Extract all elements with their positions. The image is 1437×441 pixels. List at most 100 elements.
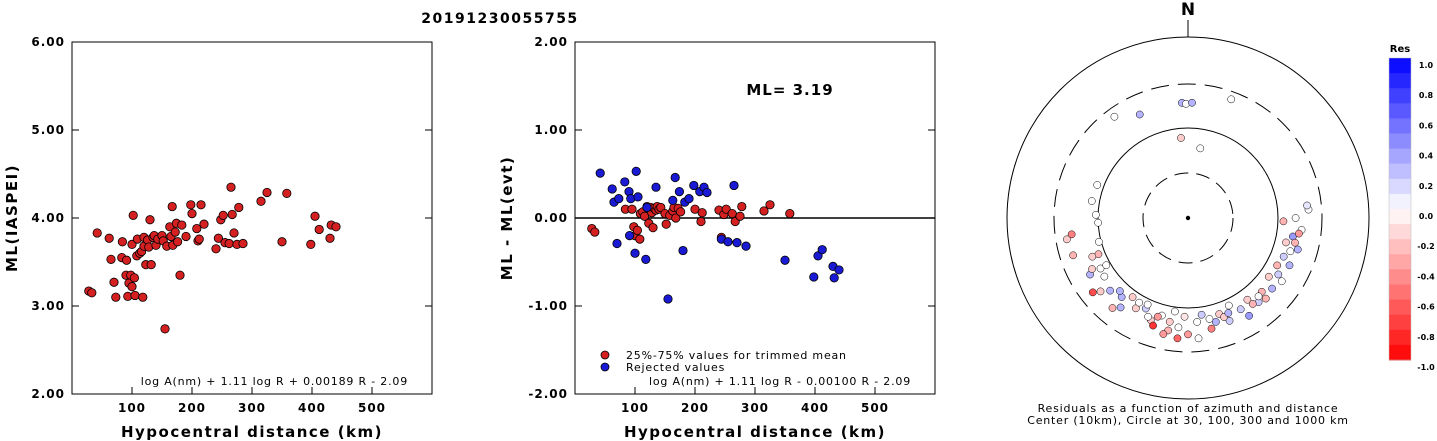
colorbar-cell <box>1389 103 1411 119</box>
colorbar-cell <box>1389 299 1411 316</box>
x-tick-label: 300 <box>238 401 266 415</box>
north-label: N <box>1181 0 1195 20</box>
residual-vs-distance-plot: 100 200 300 400 500 -2.00 -1.00 0.00 1.00 2.00 M… <box>498 35 936 441</box>
plot2-formula: log A(nm) + 1.11 log R - 0.00100 R - 2.0… <box>649 375 911 388</box>
station-residual-point <box>1063 235 1071 244</box>
data-point <box>187 209 197 219</box>
colorbar-title: Res <box>1390 44 1410 55</box>
data-point <box>785 209 795 219</box>
plot1-frame <box>71 41 433 395</box>
colorbar-tick-label: -0.4 <box>1417 272 1435 281</box>
plot2-points <box>587 166 844 304</box>
station-residual-point <box>1067 230 1076 239</box>
data-point <box>641 254 651 264</box>
data-point <box>213 233 223 243</box>
colorbar-border <box>1388 57 1412 361</box>
station-residual-point <box>1224 309 1233 317</box>
data-point <box>145 215 155 225</box>
station-residual-point <box>1196 144 1205 153</box>
station-residual-point <box>1092 210 1100 219</box>
data-point <box>741 241 751 251</box>
y-tick-label: 4.00 <box>31 211 65 225</box>
colorbar-cell <box>1389 269 1411 285</box>
station-residual-point <box>1106 286 1114 295</box>
plot1-y-axis-label: ML(IASPEI) <box>3 164 21 272</box>
data-point <box>127 282 137 292</box>
data-point <box>138 292 148 302</box>
colorbar-tick-label: 0.2 <box>1419 182 1433 191</box>
colorbar-cell <box>1389 314 1411 331</box>
data-point <box>238 238 248 249</box>
plot1-points <box>84 182 341 334</box>
station-residual-point <box>1096 264 1105 273</box>
data-point <box>829 273 839 283</box>
colorbar-tick-label: -0.8 <box>1417 333 1435 342</box>
data-point <box>262 187 272 198</box>
station-residual-point <box>1088 265 1096 273</box>
data-point <box>227 209 237 220</box>
station-residual-point <box>1094 218 1102 227</box>
data-point <box>632 225 643 235</box>
station-residual-point <box>1273 261 1282 270</box>
data-point <box>639 211 650 221</box>
station-residual-point <box>1282 238 1290 247</box>
colorbar-cells <box>1388 57 1412 361</box>
plot2-x-axis-label: Hypocentral distance (km) <box>624 423 886 441</box>
ml-annotation: ML= 3.19 <box>746 81 833 99</box>
data-point <box>177 220 187 230</box>
data-point <box>661 219 671 229</box>
data-point <box>729 180 739 191</box>
colorbar-cell <box>1389 163 1411 180</box>
station-residual-point <box>1274 270 1283 279</box>
data-point <box>624 231 635 241</box>
x-tick-label: 200 <box>681 401 709 415</box>
station-residual-point <box>1116 303 1125 312</box>
station-residual-point <box>1095 238 1103 246</box>
data-point <box>642 202 652 213</box>
colorbar-cell <box>1389 148 1411 165</box>
station-residual-point <box>1264 272 1273 281</box>
station-residual-point <box>1087 197 1096 205</box>
data-point <box>765 200 775 210</box>
colorbar-tick-label: 0.0 <box>1419 212 1434 221</box>
station-residual-point <box>1159 330 1168 338</box>
data-point <box>92 228 102 238</box>
station-residual-point <box>1177 134 1185 142</box>
colorbar-tick-label: 0.8 <box>1419 91 1434 100</box>
station-residual-point <box>1277 277 1286 286</box>
data-point <box>146 260 156 270</box>
y-tick-label: 0.00 <box>534 211 568 225</box>
y-tick-label: 2.00 <box>534 35 568 49</box>
plot2-y-axis-label: ML - ML(evt) <box>498 156 516 280</box>
data-point <box>809 272 819 282</box>
data-point <box>689 180 699 191</box>
station-residual-point <box>1224 301 1233 310</box>
colorbar-cell <box>1389 209 1411 225</box>
station-residual-point <box>1102 261 1111 270</box>
residual-azimuth-plot: N Residuals as a function of azimuth and… <box>1006 0 1370 427</box>
station-residual-point <box>1291 238 1299 247</box>
data-point <box>759 206 769 216</box>
colorbar-tick-label: 0.6 <box>1419 121 1434 130</box>
colorbar-cell <box>1389 118 1411 134</box>
x-tick-label: 500 <box>861 401 889 415</box>
legend-rejected-label: Rejected values <box>626 361 725 374</box>
x-tick-label: 400 <box>298 401 326 415</box>
data-point <box>651 182 661 192</box>
ring-30km <box>1142 172 1234 264</box>
data-point <box>130 290 140 301</box>
data-point <box>229 228 239 238</box>
data-point <box>314 224 324 235</box>
data-point <box>167 201 177 212</box>
data-point <box>234 202 244 213</box>
station-residual-point <box>1088 252 1097 261</box>
ring-100km <box>1097 127 1279 309</box>
colorbar-cell <box>1389 284 1411 301</box>
data-point <box>607 184 617 194</box>
data-point <box>106 254 116 264</box>
colorbar-cell <box>1389 88 1411 104</box>
station-residual-point <box>1197 310 1206 319</box>
x-tick-label: 400 <box>801 401 829 415</box>
data-point <box>109 277 119 287</box>
y-tick-label: -1.00 <box>528 299 568 313</box>
